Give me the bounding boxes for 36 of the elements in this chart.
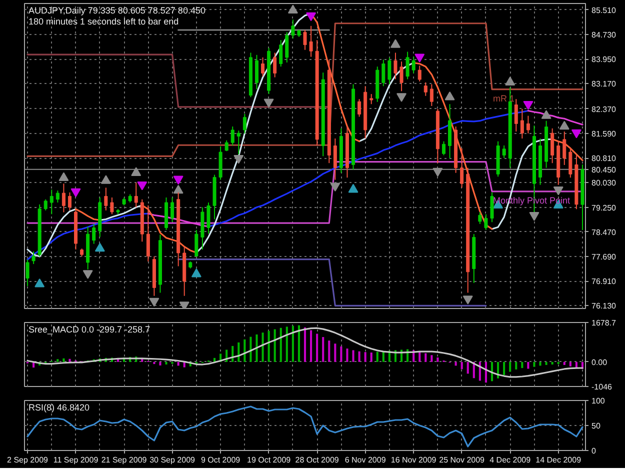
y-tick-label: 80.030: [592, 178, 617, 188]
x-tick-label: 16 Nov 2009: [390, 456, 437, 464]
y-tick-label: 84.730: [592, 30, 617, 40]
y-tick-label: 79.250: [592, 203, 617, 212]
y-tick-label: 1678.7: [592, 318, 617, 328]
x-tick-label: 19 Oct 2009: [247, 456, 292, 464]
y-tick-label: 78.470: [592, 228, 617, 237]
y-tick-label: -1046: [592, 382, 613, 392]
y-tick-label: 0.00: [592, 358, 608, 367]
y-tick-label: 82.370: [592, 104, 617, 114]
annotation: 180 minutes 1 seconds left to bar end: [28, 16, 179, 26]
chart-title: RSI(8) 46.8420: [28, 402, 90, 412]
y-tick-label: 50: [592, 422, 601, 430]
y-tick-label: 76.910: [592, 277, 617, 286]
x-tick-label: 14 Dec 2009: [536, 456, 582, 464]
y-tick-label: 83.950: [592, 55, 617, 64]
y-tick-label: 81.590: [592, 129, 617, 138]
y-tick-label: 100: [592, 396, 606, 406]
x-tick-label: 25 Nov 2009: [439, 456, 486, 464]
chart-title: Sree_MACD 0.0 -299.7 -258.7: [28, 324, 150, 334]
x-tick-label: 9 Oct 2009: [200, 456, 241, 464]
ref-line-label: 80.450: [592, 165, 617, 174]
y-tick-label: 0: [592, 446, 596, 456]
x-tick-label: 11 Sep 2009: [53, 456, 99, 464]
y-tick-label: 80.810: [592, 154, 617, 164]
x-tick-label: 28 Oct 2009: [295, 456, 340, 464]
x-tick-label: 2 Sep 2009: [7, 456, 49, 464]
chart-title: AUDJPY,Daily 79.335 80.605 78.527 80.450: [28, 6, 206, 16]
x-tick-label: 21 Sep 2009: [101, 456, 148, 464]
x-tick-label: 6 Nov 2009: [344, 456, 386, 464]
y-tick-label: 85.510: [592, 6, 617, 15]
x-tick-label: 30 Sep 2009: [150, 456, 196, 464]
y-tick-label: 83.170: [592, 80, 617, 89]
y-tick-label: 76.130: [592, 302, 617, 311]
y-tick-label: 77.690: [592, 252, 617, 262]
x-tick-label: 4 Dec 2009: [490, 456, 532, 464]
